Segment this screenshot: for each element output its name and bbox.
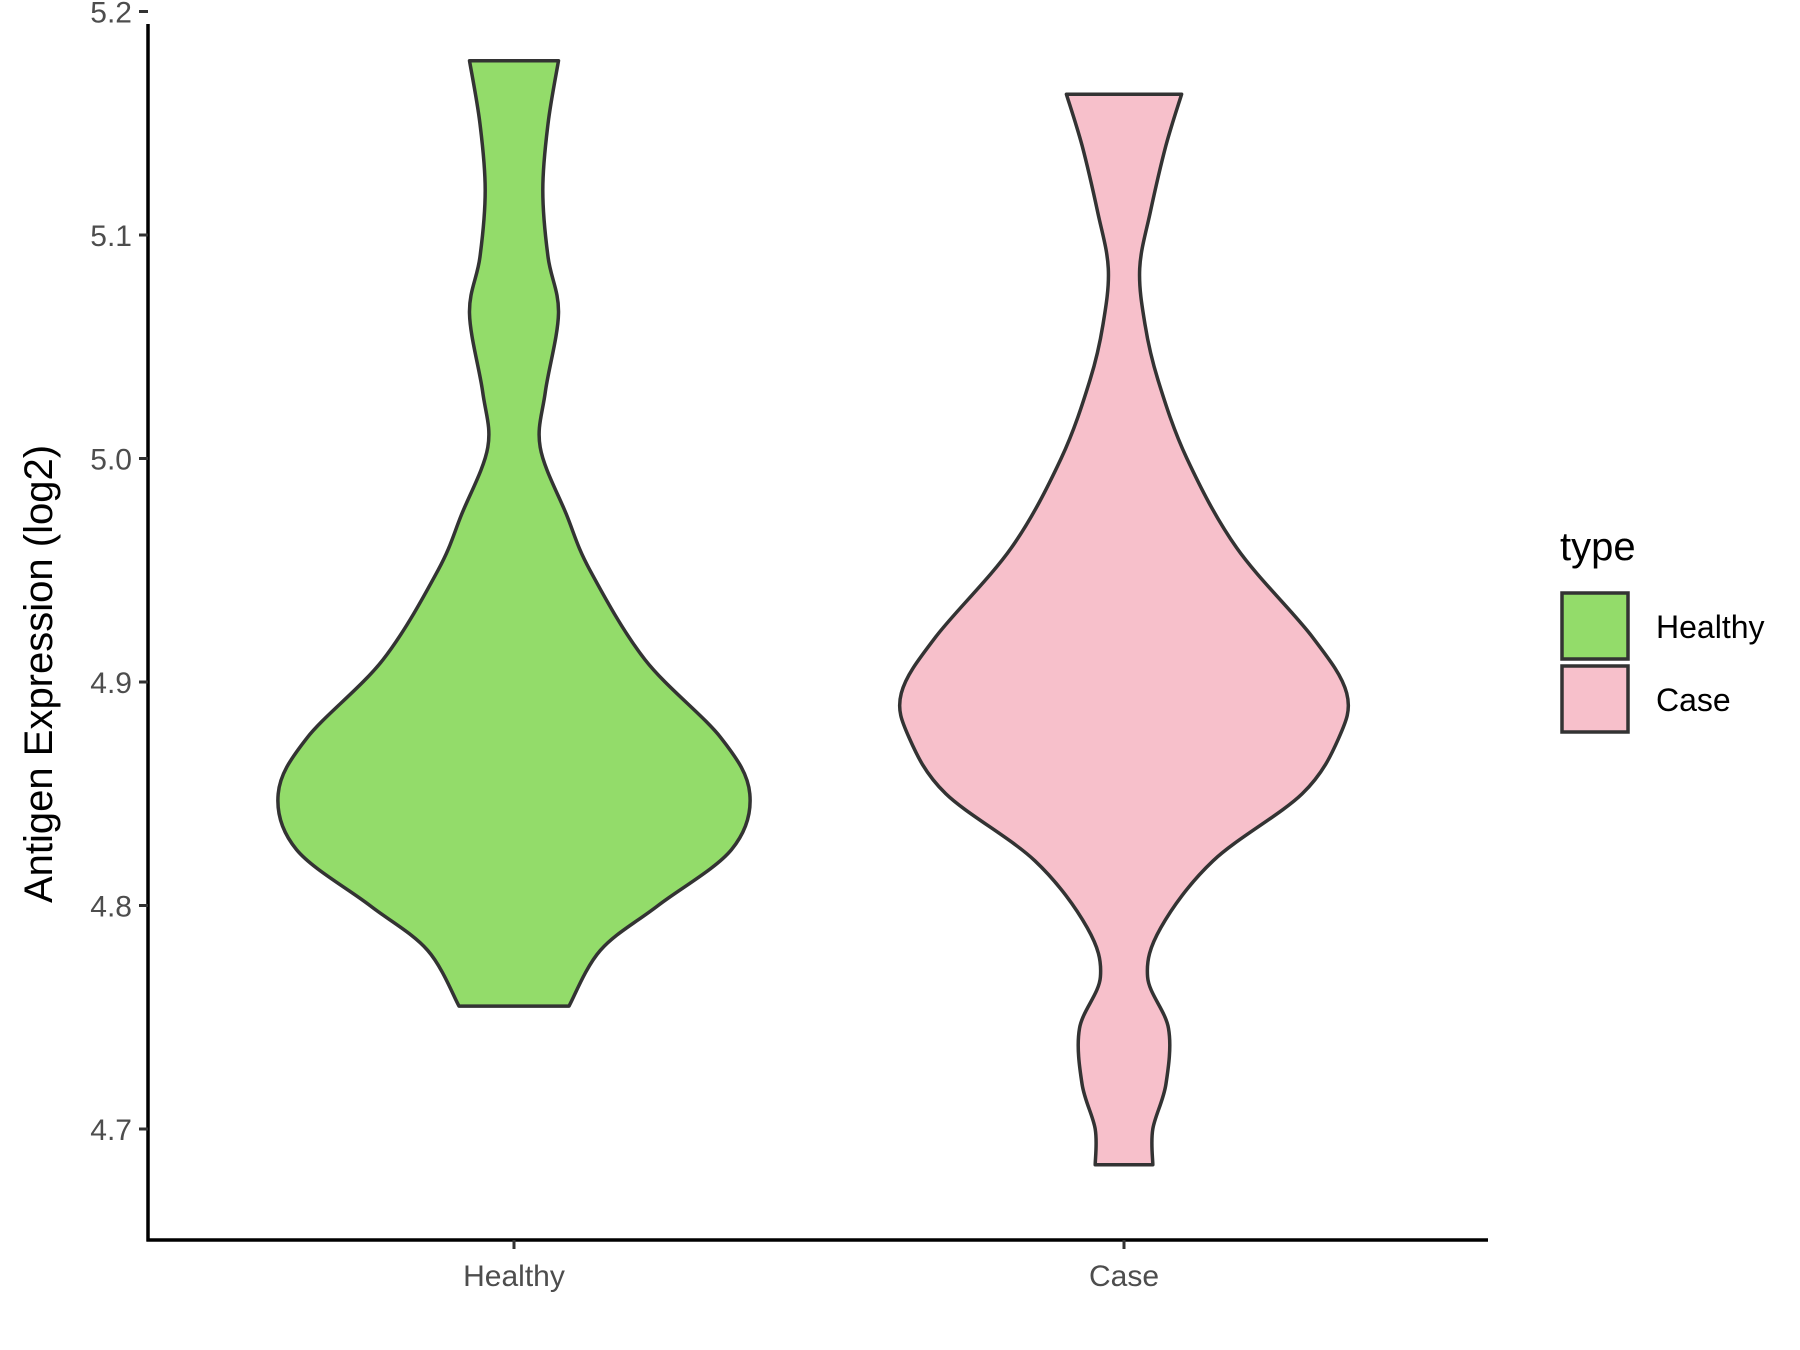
x-tick-label: Case — [1089, 1260, 1159, 1293]
y-tick-label: 5.0 — [90, 444, 132, 477]
legend-swatch-case — [1560, 664, 1630, 734]
y-tick-label: 5.2 — [90, 0, 132, 30]
violin-case — [897, 92, 1351, 1167]
violin-healthy — [276, 58, 752, 1008]
legend: type Healthy Case — [1560, 525, 1765, 734]
legend-title: type — [1560, 525, 1636, 569]
y-tick-label: 4.9 — [90, 667, 132, 700]
y-tick-label: 5.1 — [90, 220, 132, 253]
y-axis-title: Antigen Expression (log2) — [17, 445, 61, 903]
legend-swatch-healthy — [1560, 591, 1630, 661]
legend-label-healthy: Healthy — [1656, 609, 1765, 645]
y-tick-label: 4.7 — [90, 1114, 132, 1147]
axes: 4.7 4.8 4.9 5.0 5.1 5.2 Healthy Case — [90, 0, 1488, 1293]
x-tick-label: Healthy — [463, 1260, 565, 1293]
legend-label-case: Case — [1656, 682, 1731, 718]
violin-layer — [276, 58, 1351, 1167]
y-tick-label: 4.8 — [90, 891, 132, 924]
